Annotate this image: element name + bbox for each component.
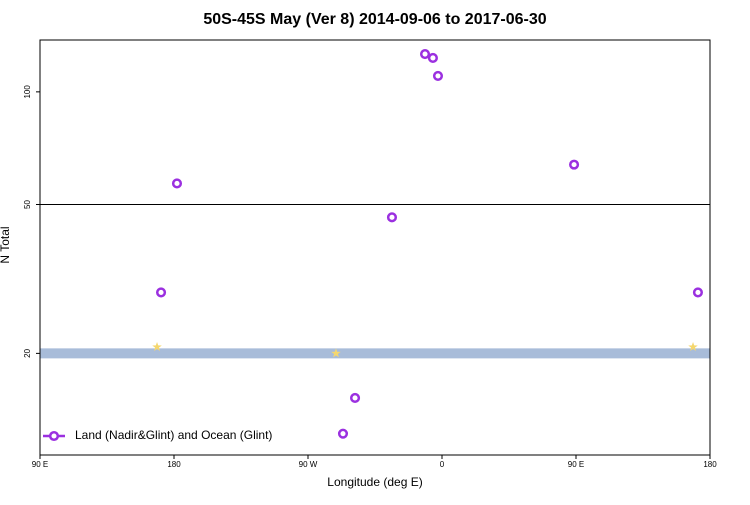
- x-tick-label: 180: [167, 460, 181, 469]
- data-point: [171, 178, 183, 189]
- data-point: [155, 287, 167, 298]
- x-tick-label: 180: [703, 460, 717, 469]
- x-tick-label: 90 E: [568, 460, 584, 469]
- data-point: [432, 70, 444, 81]
- data-point: [427, 52, 438, 64]
- x-axis-label: Longitude (deg E): [327, 475, 422, 489]
- x-tick-label: 90 E: [32, 460, 48, 469]
- band: [40, 348, 710, 359]
- star-marker: [331, 348, 341, 358]
- y-tick-label: 50: [23, 199, 32, 208]
- data-point: [386, 212, 398, 223]
- data-point: [349, 392, 361, 404]
- y-axis-label: N Total: [0, 226, 12, 263]
- legend-label: Land (Nadir&Glint) and Ocean (Glint): [75, 428, 272, 442]
- plot-frame: [39, 39, 711, 456]
- data-point: [569, 159, 580, 170]
- data-point: [692, 287, 703, 298]
- y-tick-label: 100: [23, 85, 32, 99]
- x-tick-label: 90 W: [299, 460, 318, 469]
- star-marker: [152, 341, 162, 352]
- y-tick-label: 20: [23, 348, 32, 357]
- data-point: [419, 49, 431, 60]
- star-marker: [688, 341, 698, 352]
- legend-marker: [48, 430, 60, 442]
- data-point: [337, 428, 349, 439]
- chart-title: 50S-45S May (Ver 8) 2014-09-06 to 2017-0…: [203, 11, 546, 28]
- x-tick-label: 0: [440, 460, 445, 469]
